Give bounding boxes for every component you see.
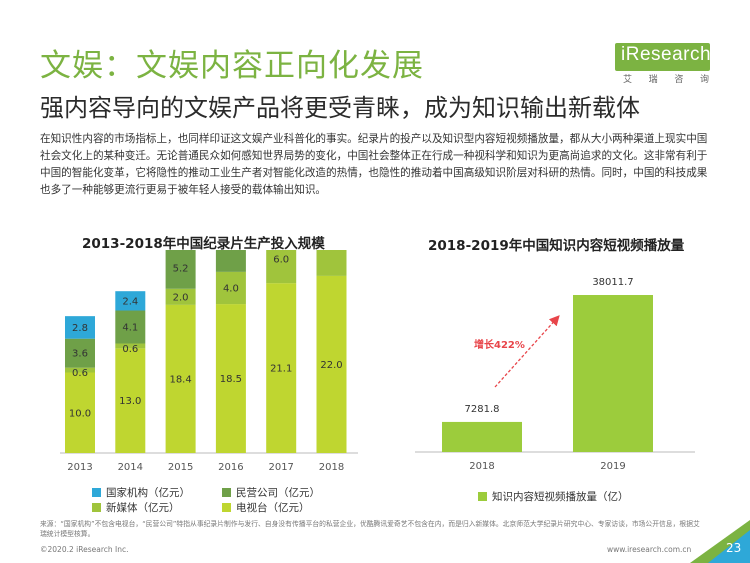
legend-item-new-media: 新媒体（亿元）	[92, 500, 180, 515]
bar-segment	[266, 250, 297, 284]
page-number: 23	[726, 541, 742, 555]
bar-segment	[316, 250, 347, 276]
data-label: 18.5	[220, 374, 242, 385]
bar-segment	[165, 250, 196, 289]
data-label: 4.1	[122, 323, 138, 334]
legend-item-national: 国家机构（亿元）	[92, 485, 190, 500]
bar-segment	[115, 310, 146, 344]
chart1-title: 2013-2018年中国纪录片生产投入规模	[82, 236, 325, 252]
legend-label: 电视台（亿元）	[236, 502, 310, 514]
x-tick-label: 2018	[319, 462, 344, 473]
data-label: 38011.7	[592, 277, 633, 288]
short-video-views-chart: 7281.8 2018 38011.7 2019 增长422%	[415, 277, 695, 472]
data-label: 21.1	[270, 364, 292, 375]
logo-char: 艾	[623, 75, 633, 85]
data-label: 5.2	[173, 263, 189, 274]
bar-segment	[65, 316, 95, 339]
legend-label: 知识内容短视频播放量（亿）	[492, 491, 629, 503]
bar-segment	[115, 291, 146, 311]
logo-char: 询	[699, 75, 709, 85]
page-corner-decoration	[690, 520, 750, 563]
data-label: 2.0	[173, 292, 189, 303]
logo-text: iResearch	[621, 44, 712, 65]
data-label: 3.6	[72, 349, 88, 360]
legend-label: 民营公司（亿元）	[236, 487, 320, 499]
legend-swatch	[478, 492, 487, 501]
x-tick-label: 2016	[218, 462, 243, 473]
legend-swatch	[92, 488, 101, 497]
source-note: 来源：“国家机构”不包含电视台，“民营公司”特指从事纪录片制作与发行、自身没有传…	[40, 520, 700, 538]
bar-segment	[316, 275, 347, 453]
x-tick-label: 2018	[469, 461, 494, 472]
legend-swatch	[92, 503, 101, 512]
data-label: 0.6	[72, 368, 88, 379]
logo-char: 瑞	[648, 75, 658, 85]
legend-item-private: 民营公司（亿元）	[222, 485, 320, 500]
iresearch-logo: iResearch 艾 瑞 咨 询	[615, 37, 712, 85]
bar-segment	[215, 250, 246, 272]
growth-arrow	[494, 315, 560, 388]
data-label: 7281.8	[465, 404, 500, 415]
legend-swatch	[222, 503, 231, 512]
x-tick-label: 2017	[268, 462, 293, 473]
legend-item-tv: 电视台（亿元）	[222, 500, 310, 515]
bar	[573, 295, 653, 452]
bar	[442, 421, 522, 452]
bar-segment	[65, 372, 95, 453]
x-tick-label: 2019	[600, 461, 625, 472]
body-paragraph: 在知识性内容的市场指标上，也同样印证这文娱产业科普化的事实。纪录片的投产以及知识…	[40, 133, 708, 196]
copyright: ©2020.2 iResearch Inc.	[40, 545, 129, 554]
bar-segment	[215, 271, 246, 305]
chart2-title: 2018-2019年中国知识内容短视频播放量	[428, 238, 685, 254]
growth-annotation: 增长422%	[474, 338, 525, 351]
logo-chinese-name: 艾 瑞 咨 询	[623, 72, 709, 85]
logo-background	[615, 43, 710, 71]
x-tick-label: 2014	[118, 462, 143, 473]
data-label: 0.6	[122, 344, 138, 355]
bar-segment	[215, 304, 246, 453]
x-tick-label: 2013	[67, 462, 92, 473]
data-label: 2.4	[122, 296, 138, 307]
page-subtitle: 强内容导向的文娱产品将更受青睐，成为知识输出新载体	[40, 94, 640, 122]
legend-swatch	[222, 488, 231, 497]
data-label: 22.0	[320, 360, 342, 371]
legend-label: 新媒体（亿元）	[106, 502, 180, 514]
x-tick-label: 2015	[168, 462, 193, 473]
data-label: 10.0	[69, 408, 91, 419]
bar-segment	[266, 283, 297, 453]
data-label: 4.0	[223, 283, 239, 294]
page-title: 文娱：文娱内容正向化发展	[40, 48, 424, 84]
legend-label: 国家机构（亿元）	[106, 487, 190, 499]
data-label: 6.0	[273, 254, 289, 265]
documentary-investment-chart: 10.0 0.6 3.6 2.8 2013 13.0 0.6 4.1 2.4 2014 18.4 2.…	[60, 250, 358, 473]
bar-segment	[165, 288, 196, 305]
website-link[interactable]: www.iresearch.com.cn	[607, 545, 692, 554]
bar-segment	[115, 348, 146, 453]
bar-segment	[65, 338, 95, 368]
data-label: 2.8	[72, 323, 88, 334]
legend-item-views: 知识内容短视频播放量（亿）	[478, 489, 629, 504]
data-label: 6.5	[223, 250, 239, 252]
logo-char: 咨	[674, 75, 684, 85]
bar-segment	[165, 304, 196, 453]
bar-segment	[115, 343, 146, 349]
bar-segment	[65, 367, 95, 373]
data-label: 13.0	[119, 396, 141, 407]
data-label: 18.4	[169, 374, 191, 385]
